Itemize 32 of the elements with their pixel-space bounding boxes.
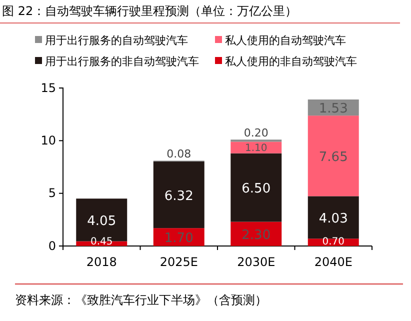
y-tick-label: 15	[40, 80, 56, 95]
bar	[153, 228, 204, 246]
y-tick-label: 5	[48, 186, 56, 200]
data-label: 0.70	[322, 236, 345, 248]
x-tick-label: 2018	[86, 255, 117, 269]
bar	[230, 142, 282, 154]
data-label: 7.65	[318, 150, 348, 165]
data-label: 0.20	[244, 126, 268, 140]
text: 资料来源：《致胜汽车行业下半场》（含预测）	[15, 293, 267, 307]
data-label: 2.30	[242, 228, 271, 243]
data-label: 1.10	[244, 143, 268, 154]
bar	[308, 116, 359, 196]
bar	[153, 162, 204, 228]
data-label: 6.32	[164, 188, 194, 204]
y-tick-label: 0	[48, 238, 56, 253]
data-label: 6.50	[242, 182, 271, 197]
chart-title: 图 22：自动驾驶车辆行驶里程预测（单位：万亿公里）	[2, 4, 298, 18]
data-label: 4.05	[87, 214, 116, 229]
bar	[230, 222, 282, 246]
data-label: 4.03	[318, 211, 348, 226]
legend-label: 用于出行服务的自动驾驶汽车	[45, 34, 188, 47]
y-tick-label: 10	[40, 134, 56, 148]
data-label: 0.08	[166, 148, 192, 161]
legend-label: 私人使用的自动驾驶汽车	[225, 34, 346, 47]
x-tick-label: 2040E	[314, 255, 352, 269]
bar	[308, 196, 359, 239]
legend-label: 私人使用的非自动驾驶汽车	[225, 55, 357, 68]
x-tick-label: 2025E	[160, 255, 198, 269]
bar	[230, 153, 282, 222]
legend-label: 用于出行服务的非自动驾驶汽车	[45, 55, 199, 68]
x-tick-label: 2030E	[237, 255, 276, 269]
data-label: 1.70	[164, 231, 194, 246]
